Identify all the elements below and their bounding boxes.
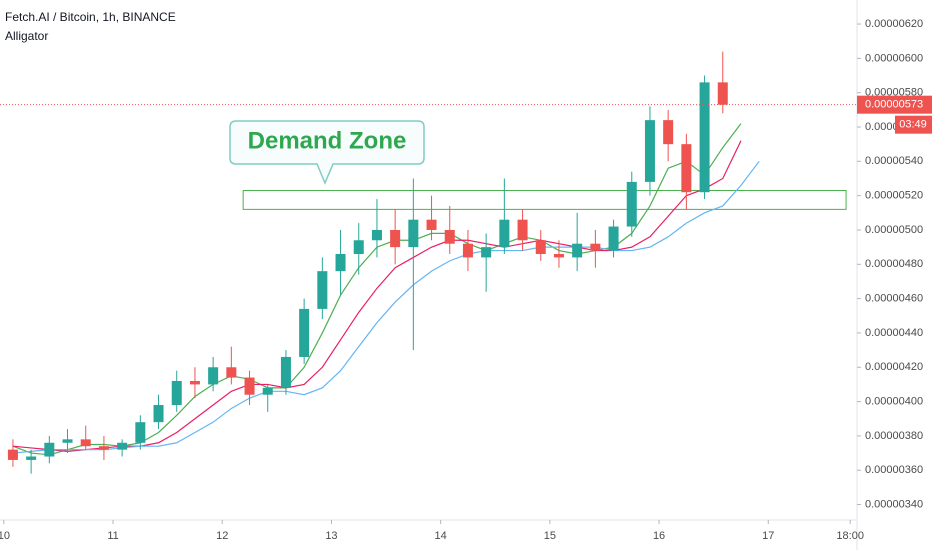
candle-body — [244, 377, 255, 395]
y-tick-label: 0.00000600 — [865, 52, 923, 64]
candle-body — [699, 82, 710, 193]
candle-body — [280, 356, 291, 388]
candle-body — [717, 82, 728, 105]
countdown-label: 03:49 — [899, 119, 927, 131]
candle-body — [317, 271, 328, 309]
candle-body — [590, 243, 601, 251]
candle-body — [481, 247, 492, 258]
candle-body — [681, 144, 692, 193]
candle-body — [553, 253, 564, 258]
x-tick-label: 10 — [0, 530, 10, 542]
candle-body — [98, 446, 109, 450]
candle-body — [535, 240, 546, 254]
candle-body — [26, 456, 37, 460]
y-tick-label: 0.00000380 — [865, 430, 923, 442]
y-tick-label: 0.00000520 — [865, 190, 923, 202]
candle-body — [208, 367, 219, 385]
y-tick-label: 0.00000360 — [865, 464, 923, 476]
chart-title: Fetch.AI / Bitcoin, 1h, BINANCE — [5, 10, 176, 24]
x-tick-label: 15 — [544, 530, 556, 542]
candle-body — [663, 120, 674, 145]
candle-body — [335, 253, 346, 272]
candle-body — [135, 422, 146, 443]
y-tick-label: 0.00000460 — [865, 293, 923, 305]
candle-body — [499, 219, 510, 248]
candle-body — [462, 243, 473, 258]
x-tick-label: 11 — [107, 530, 118, 542]
candle-body — [44, 442, 55, 457]
candle-body — [444, 229, 455, 244]
candle-body — [171, 380, 182, 406]
alligator-line — [12, 160, 760, 454]
candle-body — [644, 120, 655, 182]
y-tick-label: 0.00000440 — [865, 327, 923, 339]
candle-body — [7, 449, 18, 460]
candle-body — [189, 380, 200, 385]
x-tick-label: 16 — [653, 530, 665, 542]
indicator-name: Alligator — [5, 29, 48, 43]
plot-area — [7, 51, 847, 474]
candle-body — [371, 229, 382, 241]
candle-body — [62, 439, 73, 443]
demand-zone — [242, 189, 847, 210]
current-price-box — [857, 95, 932, 114]
candle-body — [117, 442, 128, 450]
candle-body — [608, 226, 619, 251]
annotation-text: Demand Zone — [248, 127, 407, 154]
candle-body — [390, 229, 401, 248]
y-tick-label: 0.00000340 — [865, 498, 923, 510]
y-tick-label: 0.00000400 — [865, 395, 923, 407]
candle-body — [626, 181, 637, 227]
candle-body — [262, 387, 273, 395]
candle-body — [517, 219, 528, 241]
countdown-box — [895, 115, 932, 134]
x-tick-label: 18:00 — [836, 530, 864, 542]
x-tick-label: 12 — [216, 530, 228, 542]
x-tick-label: 13 — [325, 530, 337, 542]
candle-body — [80, 439, 91, 447]
candle-body — [153, 405, 164, 423]
current-price-label: 0.00000573 — [865, 99, 923, 111]
callout-box — [229, 120, 425, 185]
candle-body — [572, 243, 583, 258]
candle-body — [426, 219, 437, 230]
y-tick-label: 0.00000580 — [865, 87, 923, 99]
y-tick-label: 0.00000620 — [865, 18, 923, 30]
x-tick-label: 14 — [435, 530, 447, 542]
y-tick-label: 0.00000500 — [865, 224, 923, 236]
callout: Demand Zone — [229, 120, 425, 185]
candle-body — [353, 240, 364, 254]
y-tick-label: 0.00000540 — [865, 155, 923, 167]
y-tick-label: 0.00000480 — [865, 258, 923, 270]
candle-body — [299, 308, 310, 357]
candle-body — [226, 367, 237, 378]
y-tick-label: 0.00000420 — [865, 361, 923, 373]
candle-body — [408, 219, 419, 248]
x-tick-label: 17 — [762, 530, 774, 542]
